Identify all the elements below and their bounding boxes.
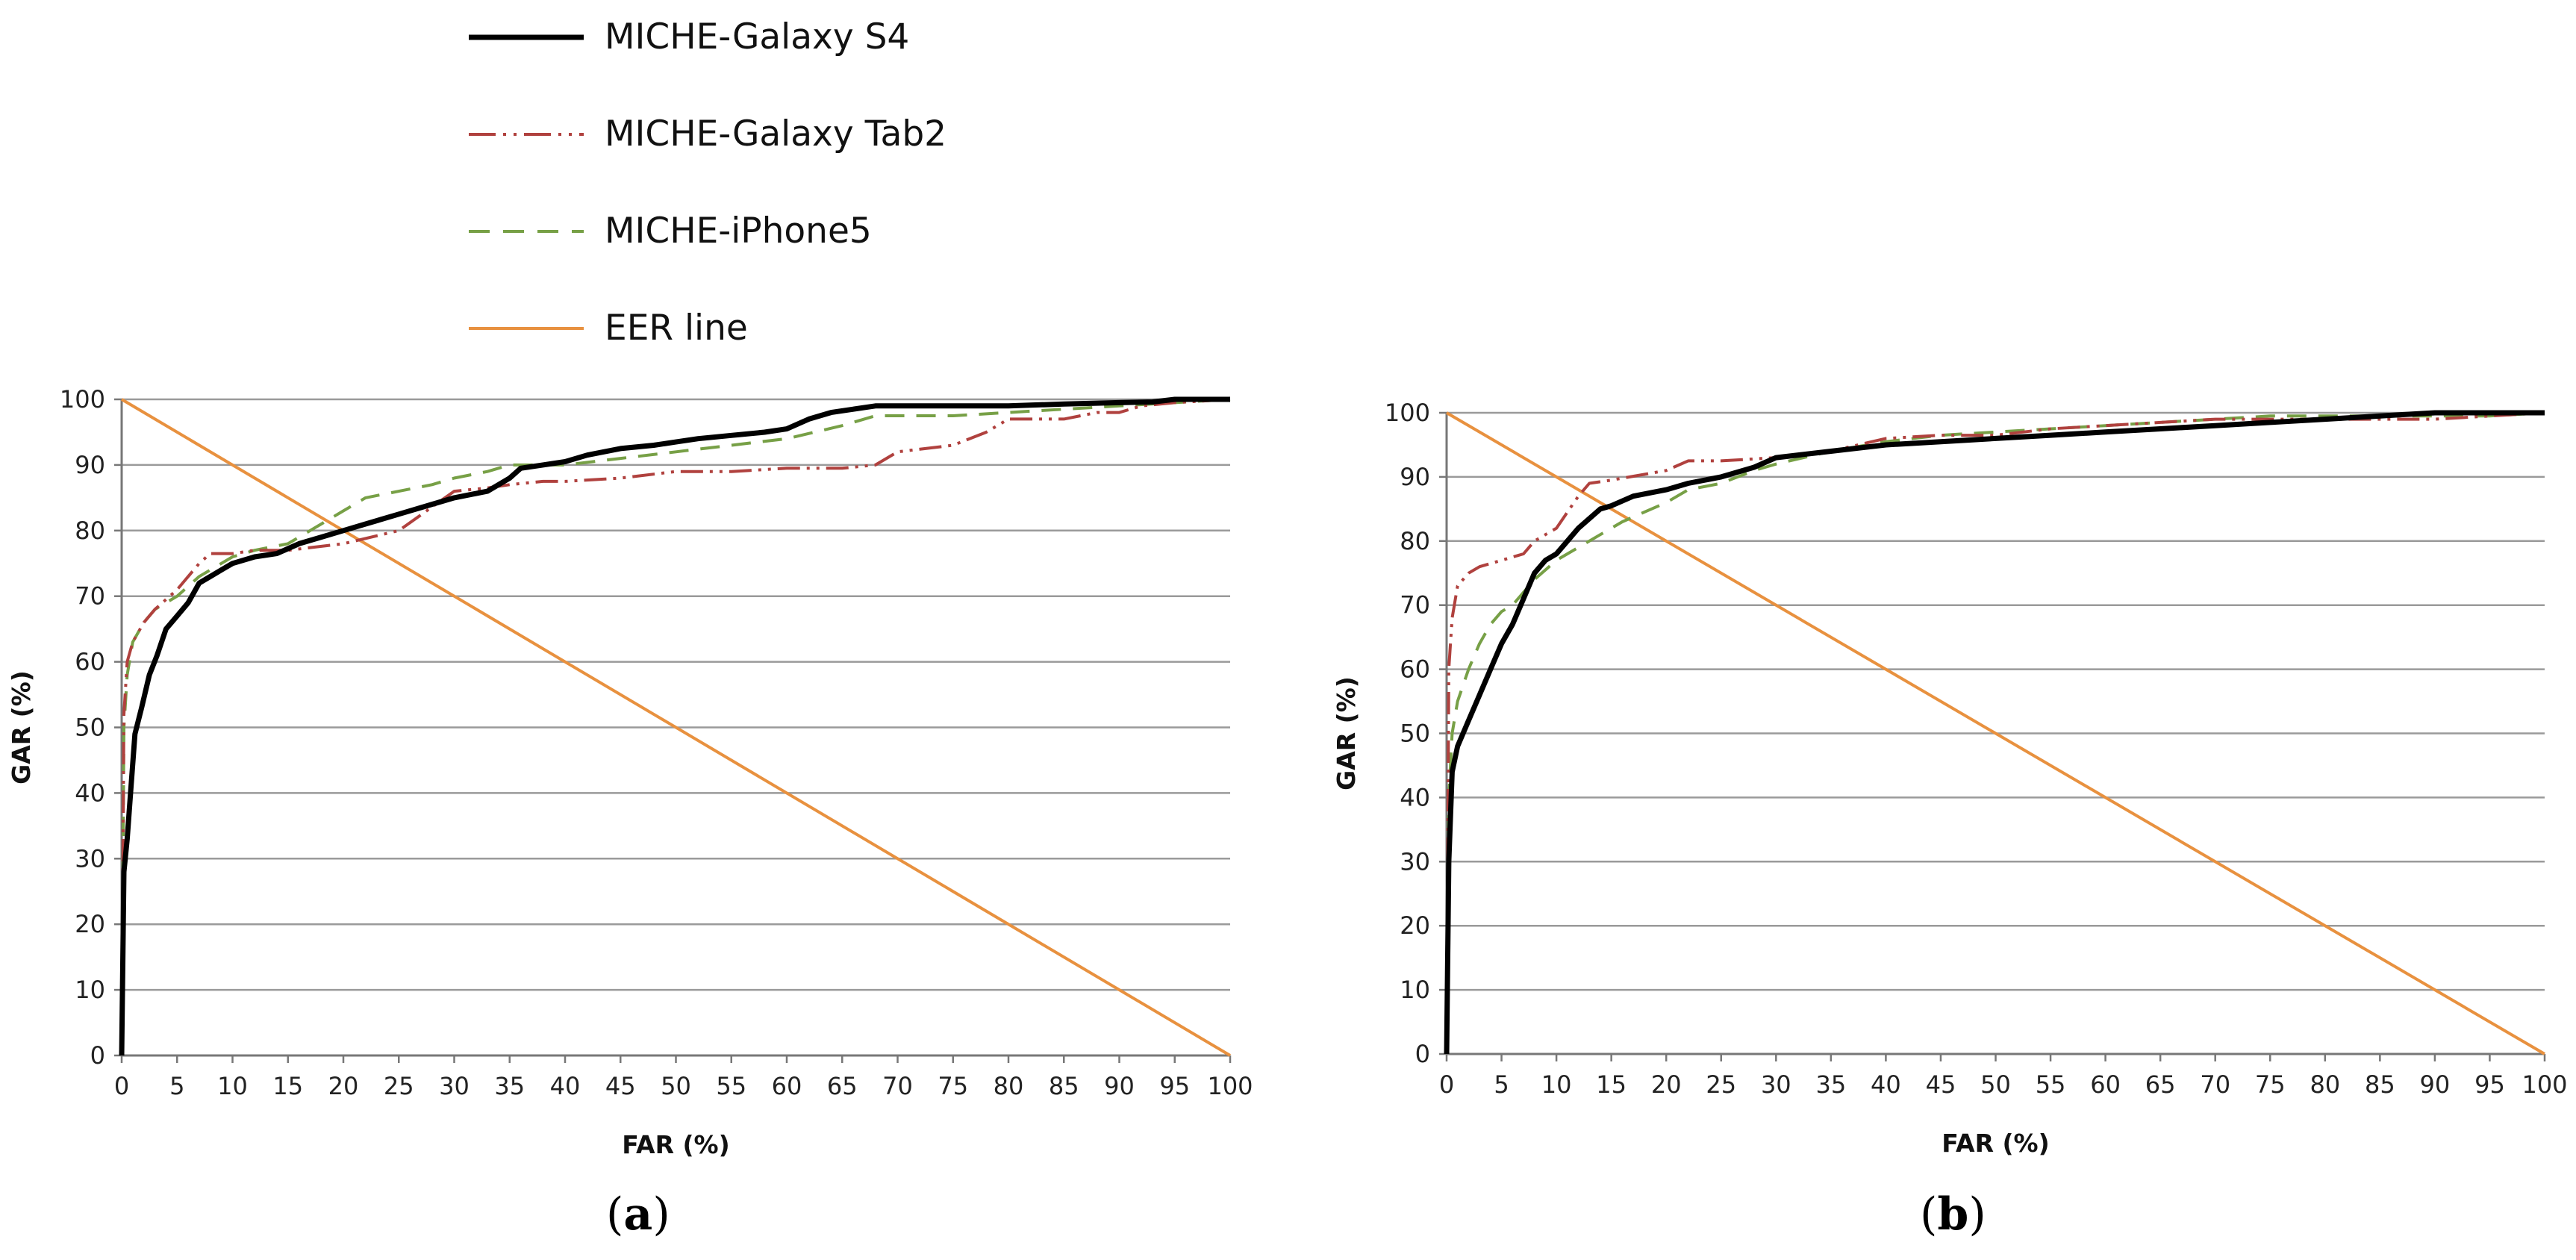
- y-tick-label-a-40: 40: [75, 779, 105, 807]
- x-tick-label-b-50: 50: [1980, 1070, 2011, 1099]
- y-tick-label-b-10: 10: [1400, 976, 1430, 1004]
- x-tick-label-a-85: 85: [1049, 1072, 1079, 1100]
- x-tick-label-a-80: 80: [994, 1072, 1024, 1100]
- panel-label-a: (a): [606, 1188, 670, 1241]
- chart-panel-a: 0 5 10 15 20 25 30 35 40 45 50 55 60 65 70 75 80 85 90 95 10…: [7, 385, 1253, 1159]
- x-tick-label-a-55: 55: [716, 1072, 746, 1100]
- x-tick-label-a-60: 60: [772, 1072, 802, 1100]
- x-tick-label-b-85: 85: [2365, 1070, 2395, 1099]
- legend-item-iphone5: MICHE-iPhone5: [463, 202, 1135, 261]
- x-tick-label-a-30: 30: [439, 1072, 470, 1100]
- x-tick-label-b-60: 60: [2090, 1070, 2121, 1099]
- x-axis-title-b: FAR (%): [1942, 1129, 2049, 1158]
- x-tick-label-a-25: 25: [384, 1072, 414, 1100]
- series-line-a-eer-line: [120, 398, 1232, 1057]
- series-line-a-miche-galaxy-tab2: [120, 398, 1231, 1056]
- series-line-a-miche-galaxy-s4: [119, 396, 1230, 1056]
- y-tick-label-b-100: 100: [1385, 399, 1430, 427]
- y-tick-label-a-20: 20: [75, 910, 105, 938]
- legend-swatch-galaxy-s4: [469, 34, 584, 40]
- x-tick-label-a-20: 20: [328, 1072, 359, 1100]
- y-tick-label-b-20: 20: [1400, 911, 1430, 940]
- y-axis-title-a: GAR (%): [7, 670, 36, 785]
- x-tick-label-a-70: 70: [882, 1072, 913, 1100]
- x-tick-label-b-30: 30: [1761, 1070, 1791, 1099]
- legend-item-galaxy-s4: MICHE-Galaxy S4: [463, 7, 1135, 67]
- x-tick-label-b-100: 100: [2522, 1070, 2567, 1099]
- series-line-b-miche-galaxy-tab2: [1445, 411, 2545, 1055]
- x-tick-label-b-65: 65: [2145, 1070, 2176, 1099]
- x-tick-label-a-100: 100: [1207, 1072, 1253, 1100]
- x-tick-label-a-35: 35: [494, 1072, 525, 1100]
- x-tick-label-a-65: 65: [827, 1072, 858, 1100]
- panel-label-b: (b): [1920, 1188, 1986, 1241]
- panel-label-a-letter: a: [623, 1188, 653, 1241]
- y-tick-label-b-70: 70: [1400, 591, 1430, 620]
- x-tick-label-a-75: 75: [938, 1072, 968, 1100]
- legend-label-iphone5: MICHE-iPhone5: [605, 210, 872, 252]
- x-tick-label-b-10: 10: [1541, 1070, 1572, 1099]
- x-tick-label-a-5: 5: [169, 1072, 184, 1100]
- y-tick-label-a-70: 70: [75, 582, 105, 611]
- legend-swatch-eer-line: [469, 327, 584, 330]
- x-tick-label-a-0: 0: [114, 1072, 129, 1100]
- legend-label-galaxy-s4: MICHE-Galaxy S4: [605, 16, 910, 57]
- y-tick-label-b-50: 50: [1400, 720, 1430, 748]
- x-tick-label-b-0: 0: [1439, 1070, 1454, 1099]
- y-tick-label-b-40: 40: [1400, 783, 1430, 811]
- x-tick-label-b-25: 25: [1706, 1070, 1736, 1099]
- legend: MICHE-Galaxy S4 MICHE-Galaxy Tab2 MICHE-…: [463, 7, 1135, 358]
- panel-label-b-letter: b: [1937, 1188, 1969, 1241]
- y-tick-label-b-0: 0: [1415, 1040, 1430, 1068]
- x-tick-label-b-55: 55: [2036, 1070, 2066, 1099]
- x-tick-label-a-45: 45: [605, 1072, 636, 1100]
- legend-swatch-iphone5: [469, 230, 584, 233]
- y-tick-label-a-0: 0: [90, 1041, 105, 1070]
- legend-swatch-galaxy-tab2: [469, 133, 584, 136]
- x-tick-label-a-40: 40: [550, 1072, 581, 1100]
- x-tick-label-b-20: 20: [1651, 1070, 1682, 1099]
- y-tick-label-a-100: 100: [60, 385, 105, 414]
- x-tick-label-b-35: 35: [1815, 1070, 1846, 1099]
- x-tick-label-b-5: 5: [1494, 1070, 1509, 1099]
- y-tick-label-a-50: 50: [75, 714, 105, 742]
- series-line-a-miche-iphone5: [120, 398, 1231, 1056]
- series-line-b-miche-galaxy-s4: [1444, 410, 2545, 1055]
- y-tick-label-b-80: 80: [1400, 527, 1430, 555]
- x-tick-label-b-40: 40: [1871, 1070, 1901, 1099]
- legend-label-galaxy-tab2: MICHE-Galaxy Tab2: [605, 113, 947, 155]
- y-tick-label-a-30: 30: [75, 844, 105, 873]
- x-tick-label-b-75: 75: [2255, 1070, 2286, 1099]
- x-axis-title-a: FAR (%): [622, 1130, 729, 1159]
- x-tick-label-b-95: 95: [2474, 1070, 2505, 1099]
- x-tick-label-a-10: 10: [217, 1072, 248, 1100]
- x-tick-label-b-70: 70: [2200, 1070, 2230, 1099]
- y-axis-title-b: GAR (%): [1332, 676, 1361, 790]
- x-tick-label-a-15: 15: [272, 1072, 303, 1100]
- legend-item-eer-line: EER line: [463, 299, 1135, 358]
- x-tick-label-b-80: 80: [2310, 1070, 2340, 1099]
- y-tick-label-a-60: 60: [75, 648, 105, 676]
- x-tick-label-b-90: 90: [2420, 1070, 2451, 1099]
- legend-label-eer-line: EER line: [605, 308, 748, 349]
- x-tick-label-a-90: 90: [1104, 1072, 1135, 1100]
- x-tick-label-a-95: 95: [1159, 1072, 1190, 1100]
- y-tick-label-b-60: 60: [1400, 655, 1430, 684]
- chart-panel-b: 0 5 10 15 20 25 30 35 40 45 50 55 60 65 70 75 80 85 90 95 10…: [1332, 399, 2568, 1158]
- y-tick-label-b-30: 30: [1400, 847, 1430, 876]
- y-tick-label-a-90: 90: [75, 451, 105, 479]
- x-tick-label-b-15: 15: [1596, 1070, 1627, 1099]
- x-tick-label-a-50: 50: [661, 1072, 691, 1100]
- x-tick-label-b-45: 45: [1926, 1070, 1956, 1099]
- y-tick-label-a-80: 80: [75, 517, 105, 545]
- legend-item-galaxy-tab2: MICHE-Galaxy Tab2: [463, 105, 1135, 164]
- y-tick-label-a-10: 10: [75, 976, 105, 1004]
- y-tick-label-b-90: 90: [1400, 463, 1430, 491]
